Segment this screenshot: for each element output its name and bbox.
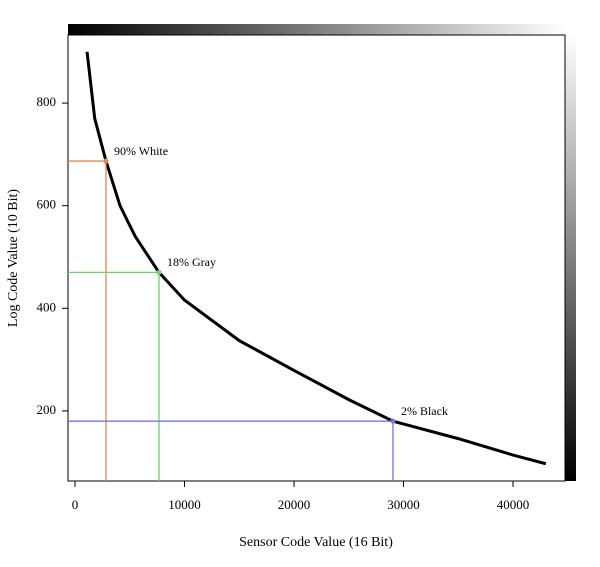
y-tick-label: 200 [37, 402, 57, 417]
marker [390, 418, 396, 424]
curve [85, 51, 547, 466]
y-tick-label: 800 [37, 94, 57, 109]
x-tick-label: 0 [72, 497, 79, 512]
y-axis-title: Log Code Value (10 Bit) [6, 189, 21, 328]
y-tick-label: 600 [37, 197, 57, 212]
x-tick-label: 10000 [168, 497, 201, 512]
y-tick-label: 400 [37, 299, 57, 314]
marker-label: 90% White [114, 144, 168, 158]
right-gradient [565, 35, 576, 481]
marker [103, 158, 109, 164]
marker [156, 269, 162, 275]
x-axis-title: Sensor Code Value (16 Bit) [239, 535, 393, 550]
marker-label: 2% Black [401, 404, 448, 418]
x-tick-label: 20000 [278, 497, 311, 512]
marker-label: 18% Gray [167, 255, 216, 269]
plot-frame [67, 34, 566, 482]
x-tick-label: 40000 [497, 497, 530, 512]
x-tick-label: 30000 [387, 497, 420, 512]
top-gradient [68, 24, 565, 35]
